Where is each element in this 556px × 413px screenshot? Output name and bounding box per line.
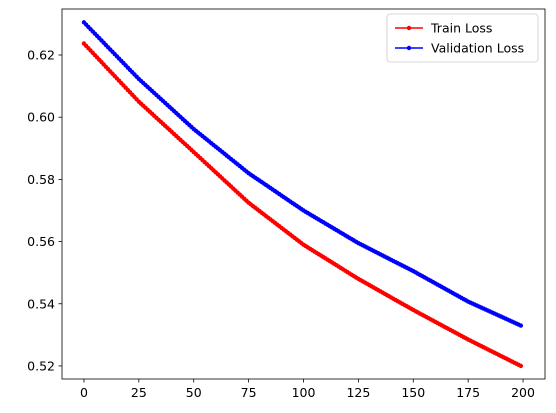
plot-area [81, 20, 524, 369]
y-tick-label: 0.58 [27, 172, 55, 187]
x-tick-label: 50 [186, 385, 202, 400]
y-tick-label: 0.56 [27, 234, 55, 249]
x-tick-label: 0 [80, 385, 88, 400]
series-line [83, 21, 522, 327]
x-tick-label: 25 [131, 385, 147, 400]
axes: 0 25 50 75 100 125 150 175 200 0.52 0.54 0.56 0.58 0.… [27, 8, 546, 400]
legend-marker [406, 25, 412, 31]
legend-label: Train Loss [430, 21, 492, 36]
x-tick-label: 150 [401, 385, 425, 400]
data-point [518, 323, 524, 328]
series-train-loss [81, 41, 524, 369]
x-tick-label: 200 [511, 385, 535, 400]
legend-marker [406, 45, 412, 51]
legend: Train Loss Validation Loss [386, 13, 539, 63]
y-tick-label: 0.54 [27, 296, 55, 311]
y-tick-label: 0.52 [27, 358, 55, 373]
x-tick-label: 100 [292, 385, 316, 400]
legend-entry: Train Loss [395, 21, 492, 36]
data-point [518, 363, 524, 369]
legend-entry: Validation Loss [395, 41, 524, 56]
x-tick-label: 125 [346, 385, 370, 400]
y-tick-label: 0.60 [27, 110, 55, 125]
x-tick-label: 75 [241, 385, 257, 400]
x-tick-label: 175 [456, 385, 480, 400]
plot-frame [61, 8, 546, 380]
legend-box [386, 13, 539, 63]
series-validation-loss [81, 20, 524, 328]
series-line [83, 42, 522, 367]
legend-label: Validation Loss [431, 41, 524, 56]
y-tick-label: 0.62 [27, 48, 55, 63]
